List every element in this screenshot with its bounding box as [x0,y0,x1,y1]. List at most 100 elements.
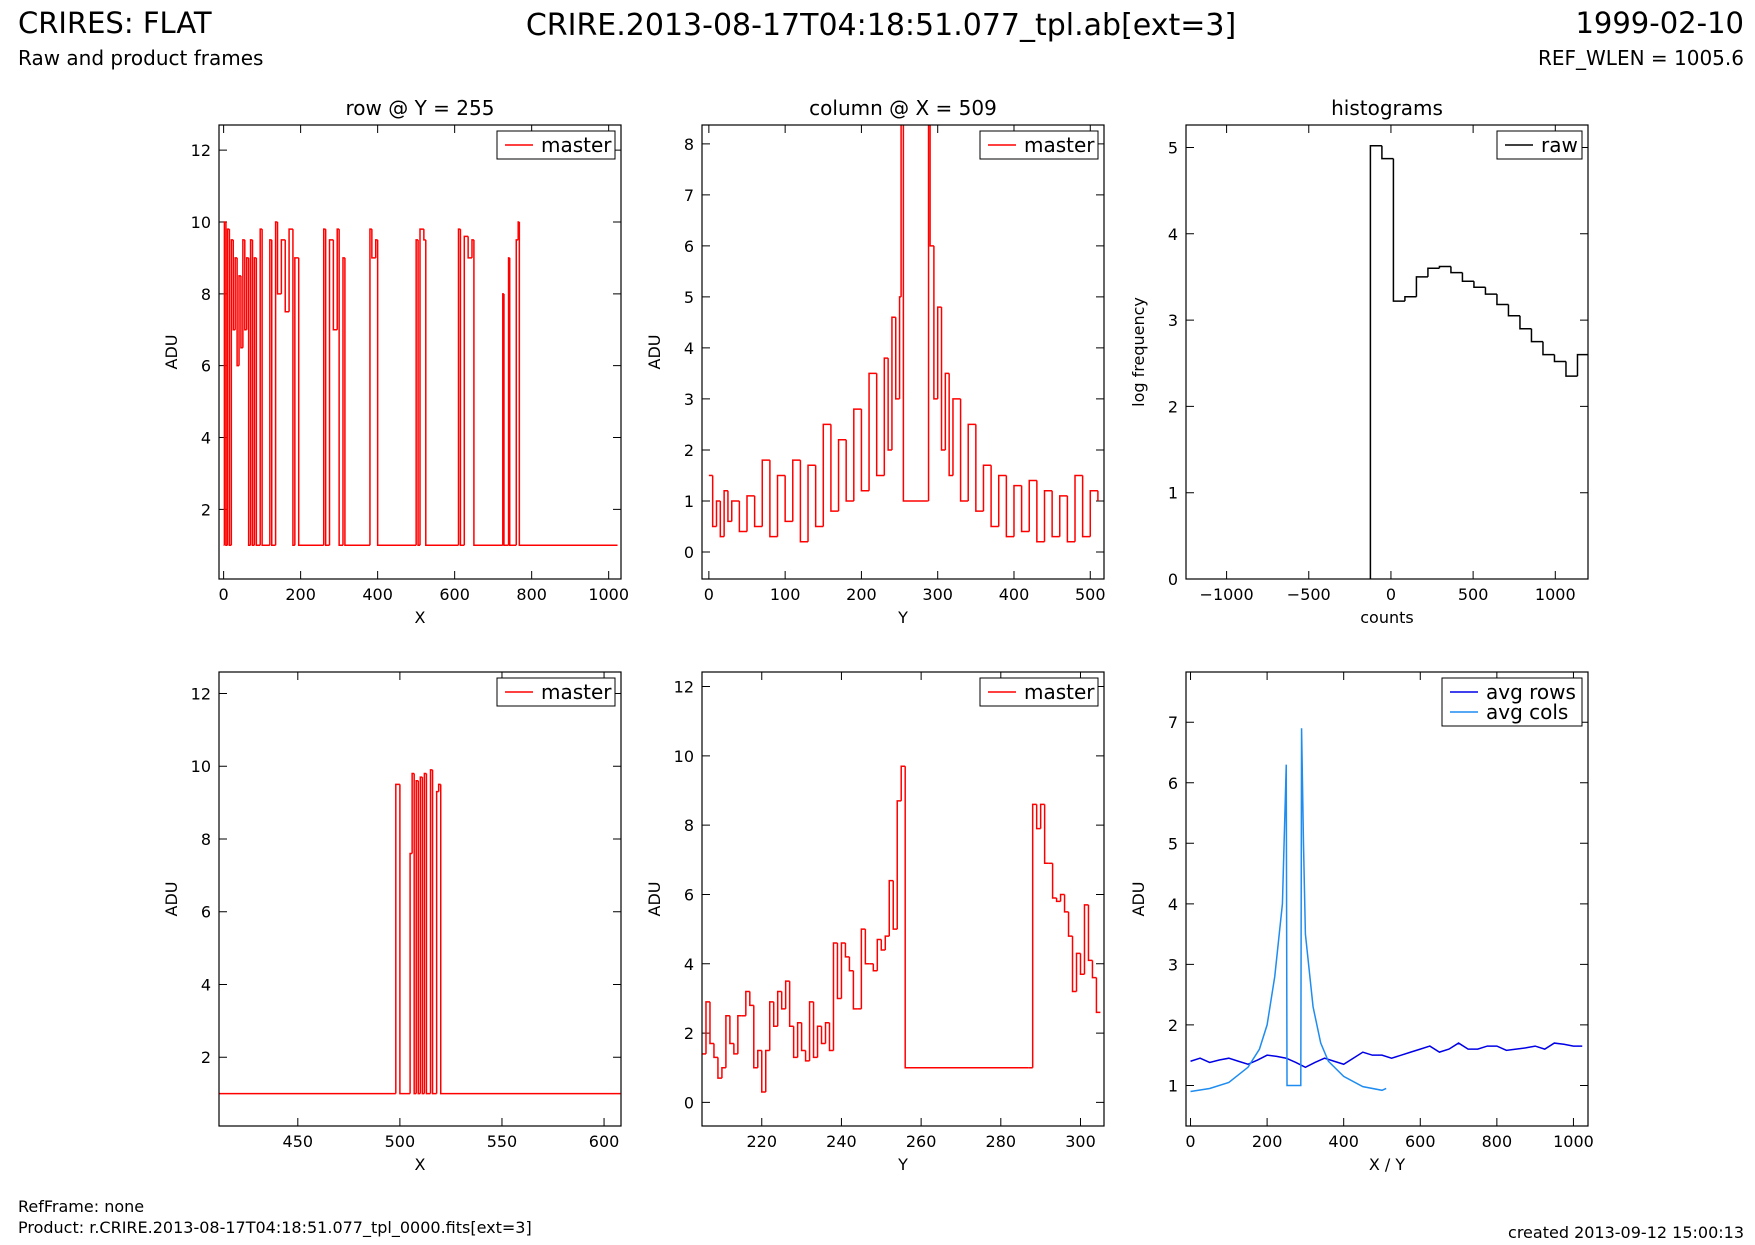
y-axis-label: ADU [162,882,181,917]
step-segment [804,1050,810,1062]
legend: master [979,130,1099,160]
step-segment [1075,952,1081,992]
step-segment [967,423,976,501]
x-axis-label: X [415,1155,426,1174]
step-segment [997,474,1007,527]
series-line [1190,1042,1583,1069]
ref-frame: RefFrame: none [18,1197,144,1216]
step-segment [887,358,892,451]
step-segment [328,239,334,546]
step-segment [822,423,831,527]
step-segment [898,296,902,399]
step-segment [1059,495,1068,537]
plot-frame [1185,671,1589,1127]
legend: master [496,130,616,160]
step-segment [816,1025,822,1058]
step-segment [294,257,299,546]
step-segment [1059,893,1065,902]
step-segment [502,293,504,546]
step-segment [990,465,999,528]
x-tick-label: 800 [516,585,547,604]
y-tick-label: 6 [684,885,694,904]
histogram-bar [1415,276,1428,297]
y-tick-label: 1 [1168,1076,1178,1095]
step-segment [1083,904,1089,975]
step-segment [425,773,431,1095]
step-segment [844,943,850,958]
legend: raw [1496,130,1583,160]
step-segment [836,943,842,1000]
step-segment [753,1005,758,1069]
step-segment [508,257,517,546]
legend-label: raw [1541,133,1578,157]
x-tick-label: 200 [285,585,316,604]
step-segment [883,357,889,476]
histogram-bar [1576,353,1588,377]
step-segment [463,235,469,546]
step-segment [764,1049,770,1093]
step-segment [936,306,942,399]
step-segment [757,1049,762,1068]
step-segment [725,1015,730,1068]
x-axis-label: counts [1360,608,1413,627]
step-segment [1013,484,1022,537]
y-tick-label: 0 [684,543,694,562]
step-segment [888,879,894,937]
histogram-bar [1461,272,1474,282]
y-tick-label: 10 [674,747,694,766]
step-segment [376,239,417,546]
step-segment [902,125,928,502]
histogram-bar [1542,341,1555,356]
x-tick-label: 500 [1458,585,1489,604]
histogram-bar [1404,296,1417,302]
step-segment [872,963,878,972]
step-segment [1020,485,1030,533]
y-tick-label: 6 [201,357,211,376]
x-tick-label: −500 [1287,585,1331,604]
y-tick-label: 8 [684,135,694,154]
file-name: CRIRE.2013-08-17T04:18:51.077_tpl.ab[ext… [526,8,1236,43]
step-segment [261,229,270,546]
step-segment [745,990,750,1016]
step-segment [796,1021,802,1058]
histogram-bar [1450,266,1463,274]
x-axis-label: Y [897,1155,908,1174]
step-segment [731,500,740,522]
step-segment [737,1015,742,1054]
legend-label: master [1024,680,1095,704]
step-segment [336,228,340,330]
step-segment [933,245,938,400]
y-tick-label: 8 [684,816,694,835]
y-tick-label: 7 [1168,713,1178,732]
step-segment [473,239,503,546]
plot-area [223,221,618,546]
step-segment [784,475,793,523]
step-segment [896,800,902,930]
x-tick-label: 0 [704,585,714,604]
plot-frame [701,124,1105,580]
step-segment [425,239,459,546]
step-segment [439,784,621,1095]
y-tick-label: 4 [684,339,694,358]
y-tick-label: 5 [684,288,694,307]
histogram-bar [1553,354,1566,363]
y-tick-label: 2 [684,1024,694,1043]
step-segment [236,257,240,367]
step-segment [457,228,461,546]
y-tick-label: 8 [201,830,211,849]
histogram-bar [1484,287,1497,295]
step-segment [419,228,424,546]
panel: histograms counts log frequency −1000 −500 0 5… [1129,96,1589,627]
step-segment [830,424,839,512]
step-segment [1071,936,1077,993]
x-axis-label: Y [897,608,908,627]
step-segment [852,970,858,1010]
x-tick-label: 500 [1075,585,1106,604]
step-segment [761,459,770,527]
step-segment [711,475,717,528]
step-segment [1039,803,1045,829]
plot-frame [701,671,1105,1127]
step-segment [723,490,728,537]
x-tick-label: 1000 [1553,1132,1594,1151]
